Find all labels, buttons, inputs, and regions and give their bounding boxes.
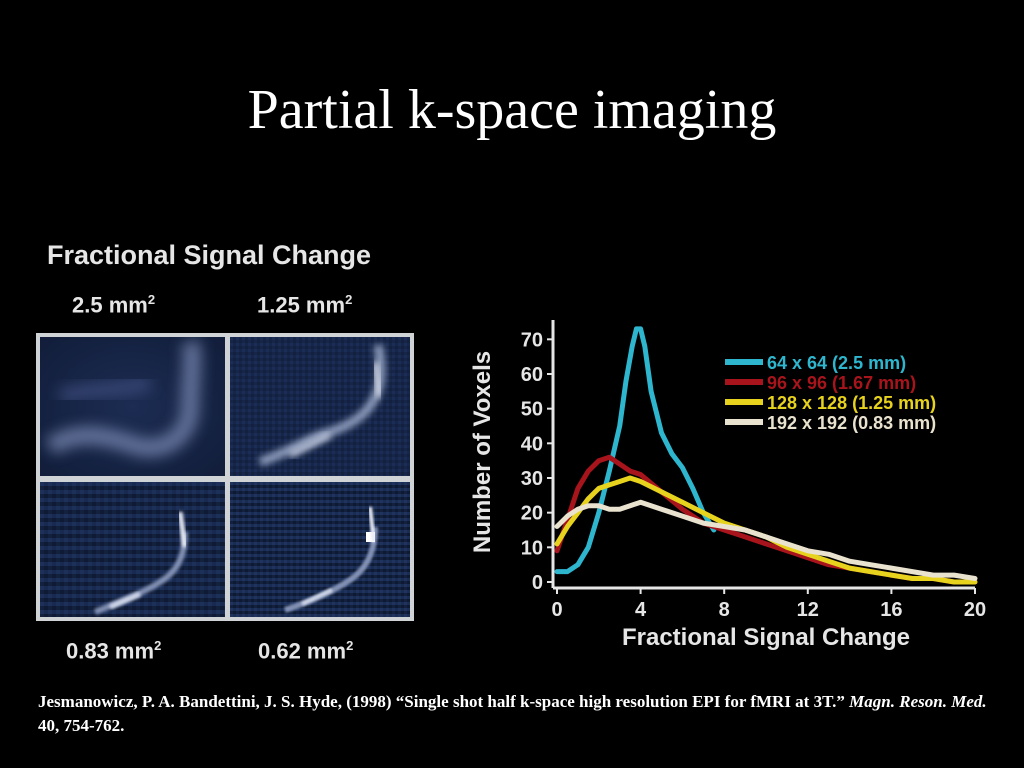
bright-voxel [366,532,375,542]
x-tick-label: 8 [719,599,730,621]
map-0-62mm [230,482,410,617]
legend-label-1: 64 x 64 (2.5 mm) [767,353,906,373]
label-top-right-sup: 2 [345,292,353,307]
label-bottom-left: 0.83 mm2 [66,638,161,664]
series-line-1 [554,326,717,575]
label-top-left: 2.5 mm2 [72,292,155,318]
legend-label-2: 96 x 96 (1.67 mm) [767,373,916,393]
activation-map-grid [36,333,414,621]
series-line-4 [554,499,978,581]
series-line-3 [554,475,978,585]
citation-volume-pages: 40, 754-762. [38,716,125,735]
map-2-5mm-image [40,337,225,476]
y-tick-label: 60 [521,364,543,386]
chart-legend: 64 x 64 (2.5 mm)96 x 96 (1.67 mm)128 x 1… [725,353,936,433]
y-axis-label: Number of Voxels [469,351,496,553]
map-0-62mm-image [230,482,410,617]
map-2-5mm [40,337,225,476]
panel-heading: Fractional Signal Change [47,240,372,270]
label-bottom-right-sup: 2 [346,638,354,653]
y-tick-label: 30 [521,468,543,490]
histogram-chart-svg: 0 10 20 30 40 50 60 70 0 4 8 12 16 20 64 x 64 (2.5 mm… [469,320,986,651]
slide-title: Partial k-space imaging [247,79,777,141]
y-tick-label: 20 [521,503,543,525]
citation: Jesmanowicz, P. A. Bandettini, J. S. Hyd… [38,690,998,738]
map-0-83mm-image [40,482,225,617]
citation-journal: Magn. Reson. Med. [849,692,987,711]
map-1-25mm-image [230,337,410,476]
x-tick-label: 4 [635,599,647,621]
histogram-chart: 0 10 20 30 40 50 60 70 0 4 8 12 16 20 64 x 64 (2.5 mm… [460,300,1000,670]
x-tick-label: 12 [797,599,819,621]
x-tick-label: 20 [964,599,986,621]
map-0-83mm [40,482,225,617]
y-tick-label: 70 [521,329,543,351]
label-top-right-text: 1.25 mm [257,292,346,318]
y-tick-label: 40 [521,433,543,455]
label-top-left-sup: 2 [147,292,156,307]
x-tick-label: 0 [551,599,562,621]
x-axis-label: Fractional Signal Change [622,624,910,651]
y-tick-label: 10 [521,537,543,559]
citation-authors: Jesmanowicz, P. A. Bandettini, J. S. Hyd… [38,692,396,711]
label-top-right: 1.25 mm2 [257,292,352,318]
y-tick-label: 50 [521,399,543,421]
series-line-2 [554,454,978,585]
legend-label-4: 192 x 192 (0.83 mm) [767,413,936,433]
label-bottom-left-text: 0.83 mm [66,638,155,664]
label-bottom-right: 0.62 mm2 [258,638,353,664]
x-tick-label: 16 [880,599,902,621]
citation-article: “Single shot half k-space high resolutio… [395,692,850,711]
legend-label-3: 128 x 128 (1.25 mm) [767,393,936,413]
chart-series [554,326,978,585]
chart-ticks: 0 10 20 30 40 50 60 70 0 4 8 12 16 20 [521,329,986,621]
label-top-left-text: 2.5 mm [72,292,148,318]
label-bottom-right-text: 0.62 mm [258,638,347,664]
y-tick-label: 0 [532,572,543,594]
map-1-25mm [230,337,410,476]
chart-axes [551,320,975,590]
label-bottom-left-sup: 2 [154,638,162,653]
